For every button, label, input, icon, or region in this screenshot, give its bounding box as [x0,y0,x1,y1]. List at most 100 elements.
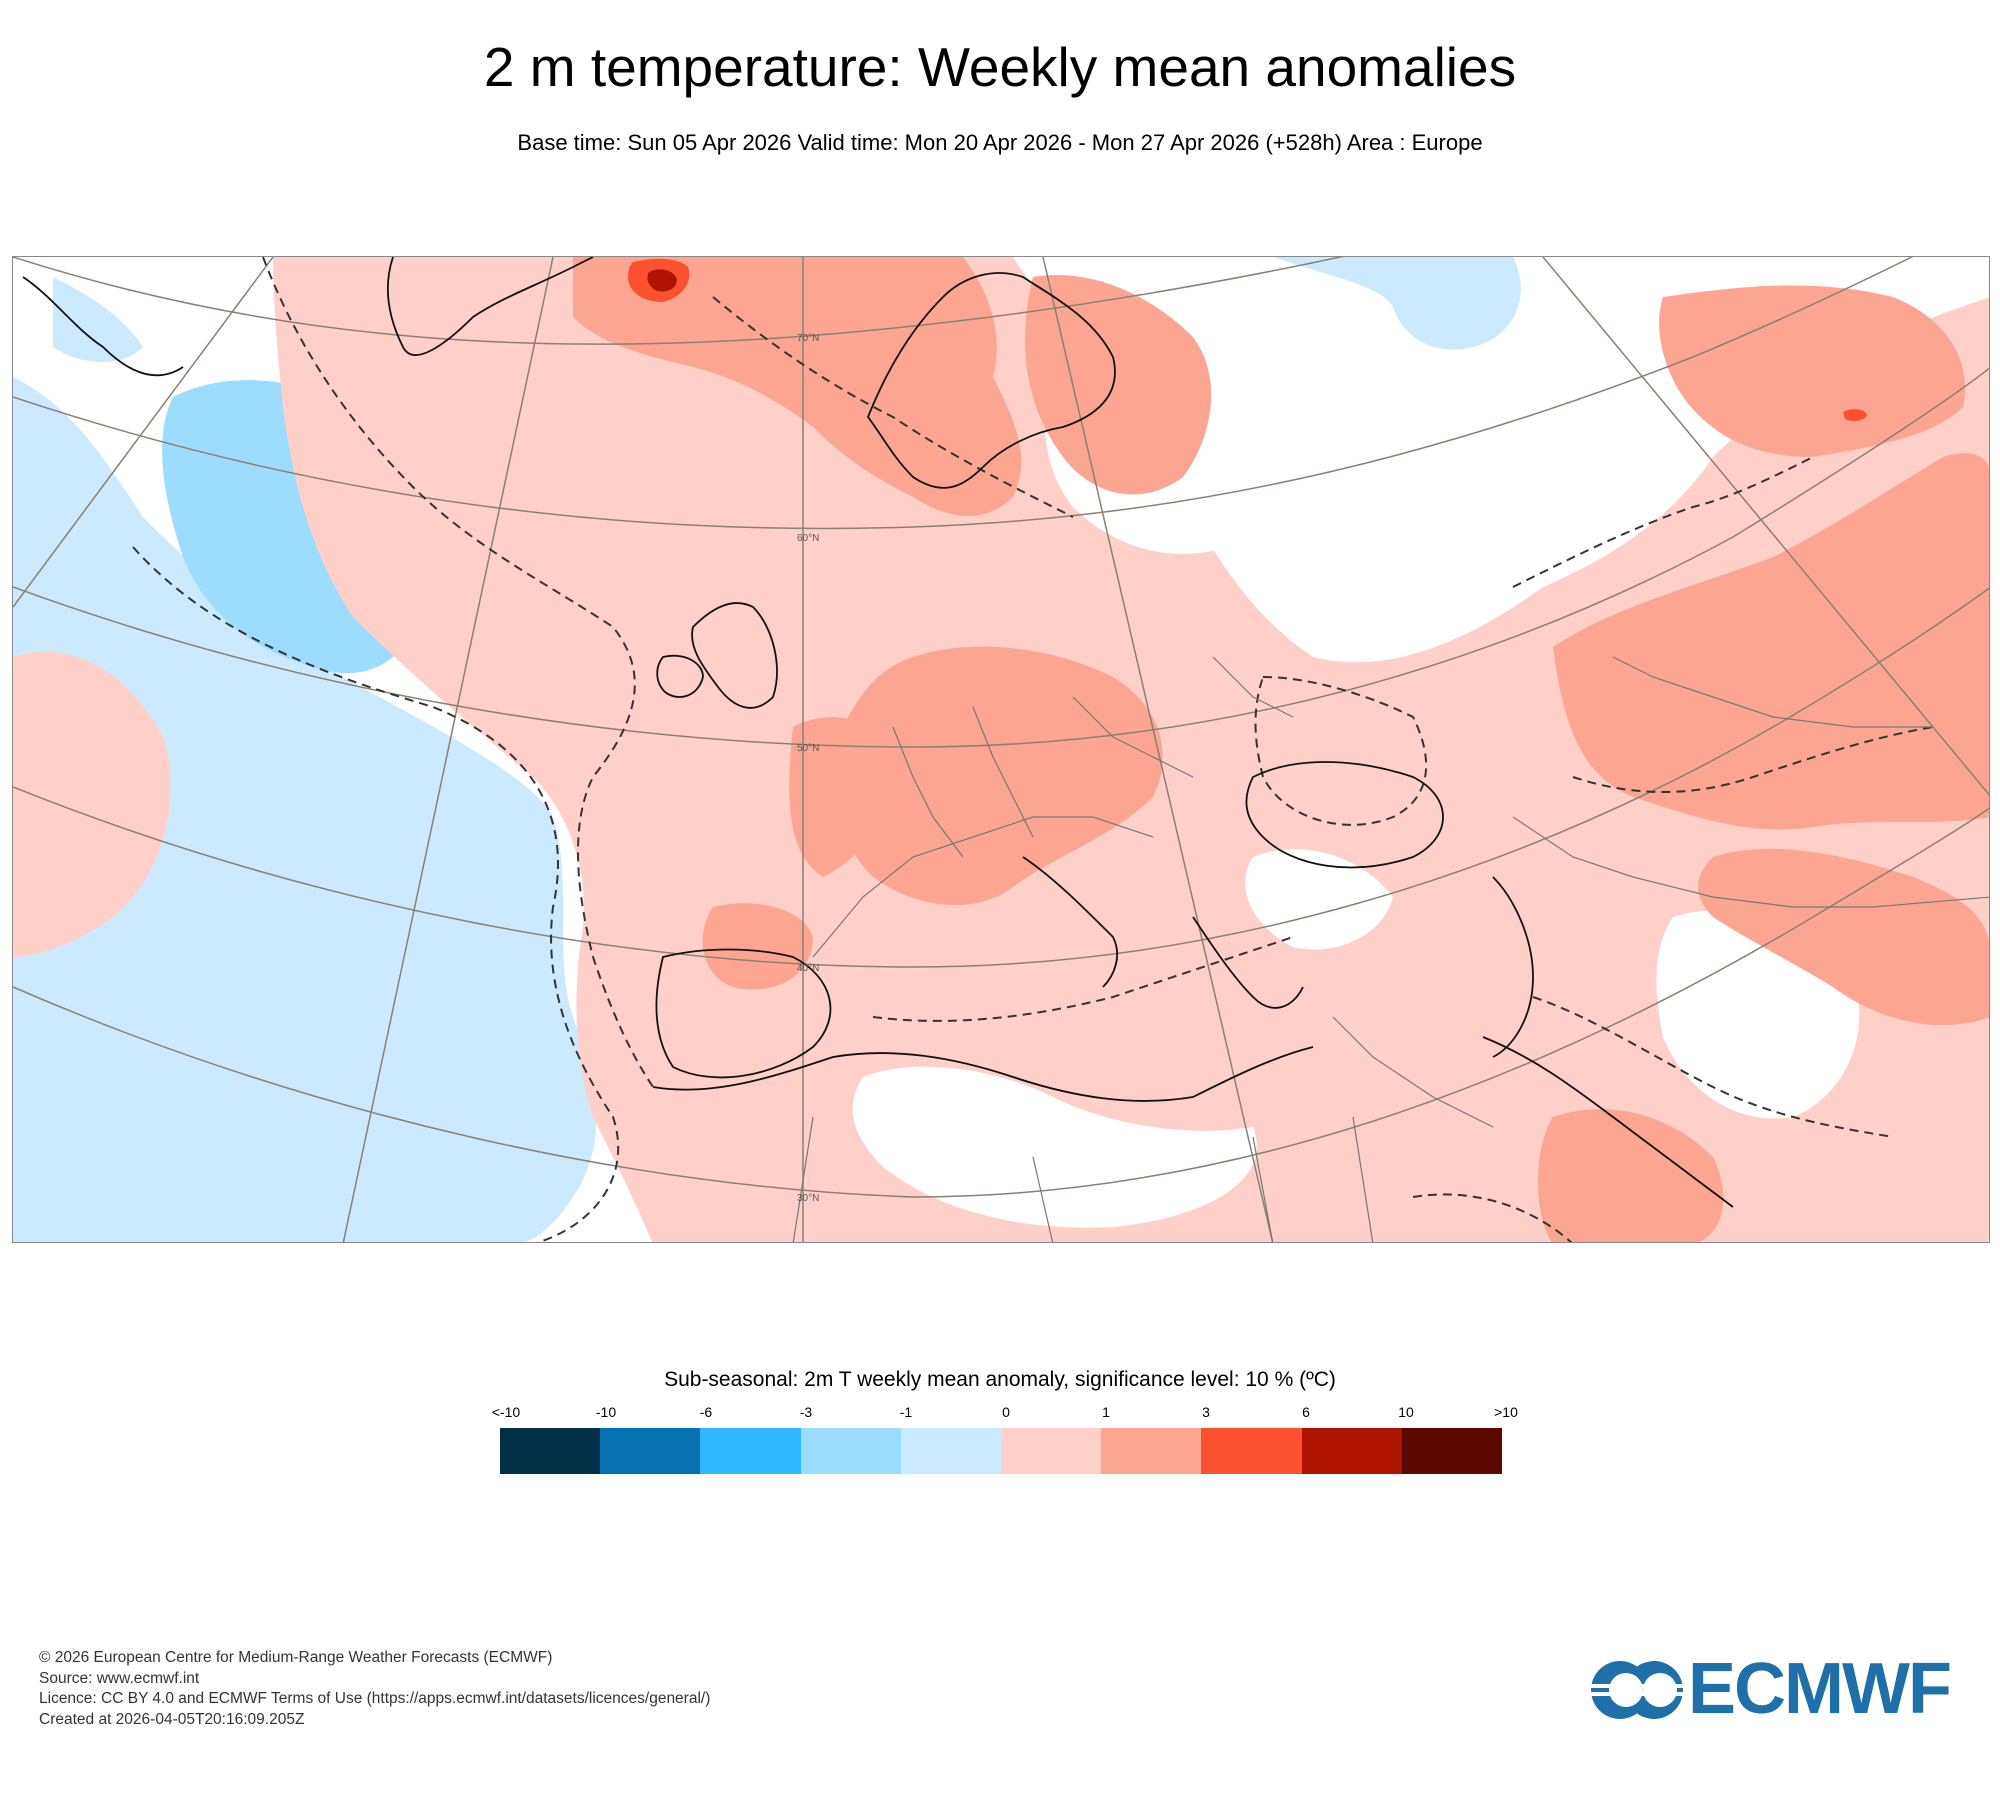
anomaly-area-light-blue-arctic [1273,257,1521,350]
anomaly-area-salmon-central-asia [1698,848,1989,1026]
graticule [13,257,1989,1242]
chart-subtitle: Base time: Sun 05 Apr 2026 Valid time: M… [517,130,1483,155]
legend-swatch [600,1428,701,1474]
coastline-britain [691,602,778,709]
anomaly-map: 70°N 60°N 50°N 40°N 30°N [12,256,1990,1243]
lat-line-70 [13,257,1344,345]
ecmwf-logo-icon [1590,1661,1685,1719]
border-4 [1072,696,1194,778]
anomaly-area-salmon-france-east [789,717,893,877]
legend-swatch [800,1428,901,1474]
border-9 [1352,1116,1374,1242]
coastline-north-africa [652,1046,1314,1102]
anomaly-area-salmon-scandinavia [573,257,1022,516]
anomaly-area-salmon-arabia [1538,1109,1724,1242]
lat-label-40: 40°N [797,963,819,974]
lat-line-40 [13,587,1989,968]
coastline-persian-gulf [1482,1036,1734,1208]
legend-label: 0 [1002,1404,1010,1420]
footer-licence: Licence: CC BY 4.0 and ECMWF Terms of Us… [39,1690,711,1707]
border-2 [892,726,964,858]
anomaly-area-neutral-north-africa [852,1066,1257,1228]
lat-label-30: 30°N [797,1193,819,1204]
coastline-black-sea [1245,761,1444,869]
anomaly-area-salmon-finland [1024,275,1212,495]
coastline-italy [1022,856,1118,988]
legend-label: 1 [1102,1404,1110,1420]
contour-arabia [1532,996,1894,1138]
anomaly-area-light-blue-atlantic [13,377,597,1242]
border-3 [972,706,1034,838]
border-12 [792,1116,814,1242]
legend-labels: <-10 -10 -6 -3 -1 0 1 3 6 10 >10 [460,1404,1540,1424]
contour-west-europe [262,257,654,1088]
anomaly-area-salmon-siberia [1659,285,1965,457]
border-7 [1612,656,1933,728]
contour-black-sea [1254,675,1428,826]
meridian-1 [342,257,554,1242]
lat-line-50 [13,367,1989,748]
border-6 [1512,816,1989,908]
legend-label: 10 [1398,1404,1414,1420]
legend-swatch [1101,1428,1202,1474]
significance-contours [132,257,1934,1242]
contour-atlantic [132,546,620,1242]
contour-scandinavia [712,296,1074,518]
meridian-5 [13,257,274,608]
border-1 [812,816,1154,958]
lat-label-70: 70°N [797,333,819,344]
meridian-3 [1042,257,1274,1242]
anomaly-area-salmon-central-europe [833,646,1163,906]
legend-swatch [500,1428,601,1474]
footer: © 2026 European Centre for Medium-Range … [39,1648,710,1730]
country-borders [792,656,1989,1242]
legend-swatch [1301,1428,1402,1474]
legend-swatch [1401,1428,1503,1474]
coastline-greece [1192,916,1304,1009]
legend-label: -1 [899,1404,913,1420]
anomaly-area-light-blue-canada [53,277,143,362]
chart-title: 2 m temperature: Weekly mean anomalies [483,36,1517,98]
ecmwf-logo: ECMWF [1590,1649,1970,1729]
legend-swatch [1201,1428,1302,1474]
border-5 [1212,656,1294,718]
coastline-canada [22,276,184,377]
legend-swatch [700,1428,801,1474]
footer-created: Created at 2026-04-05T20:16:09.205Z [39,1710,305,1728]
ecmwf-logo-text: ECMWF [1688,1649,1952,1729]
legend-label: >10 [1494,1404,1518,1420]
contour-mediterranean [872,936,1294,1022]
legend-label: -10 [595,1404,617,1420]
lat-label-50: 50°N [797,743,819,754]
border-11 [1032,1156,1054,1242]
legend-label: -3 [799,1404,813,1420]
lat-line-30 [13,807,1989,1198]
legend-colorbar [500,1428,1503,1474]
anomaly-area-neutral-black-sea [1245,849,1393,950]
legend-label: 6 [1302,1404,1310,1420]
footer-copyright: © 2026 European Centre for Medium-Range … [39,1649,553,1666]
coastline-iberia [655,948,832,1079]
border-8 [1332,1016,1494,1128]
anomaly-area-light-pink-west [13,651,171,957]
anomaly-area-salmon-iberia [702,903,813,990]
lat-labels: 70°N 60°N 50°N 40°N 30°N [797,333,819,1204]
anomaly-area-dark-red-greenland [647,269,677,292]
lat-label-60: 60°N [797,533,819,544]
legend-swatch [1001,1428,1102,1474]
lat-line-60 [13,257,1914,530]
coastline-caspian [1492,876,1534,1058]
legend-label: -6 [699,1404,713,1420]
contour-red-sea [1412,1193,1573,1242]
coastline-scandinavia [866,272,1116,489]
border-10 [1252,1136,1274,1242]
anomaly-area-neutral-caspian [1303,470,1473,580]
legend-swatch [900,1428,1002,1474]
anomaly-area-salmon-kazakhstan [1553,453,1989,830]
footer-source: Source: www.ecmwf.int [39,1669,200,1687]
legend-label: <-10 [491,1404,521,1420]
meridian-4 [1542,257,1989,796]
legend-title: Sub-seasonal: 2m T weekly mean anomaly, … [664,1368,1336,1391]
map-svg: 70°N 60°N 50°N 40°N 30°N [13,257,1989,1242]
anomaly-area-red-siberia [1843,409,1867,422]
